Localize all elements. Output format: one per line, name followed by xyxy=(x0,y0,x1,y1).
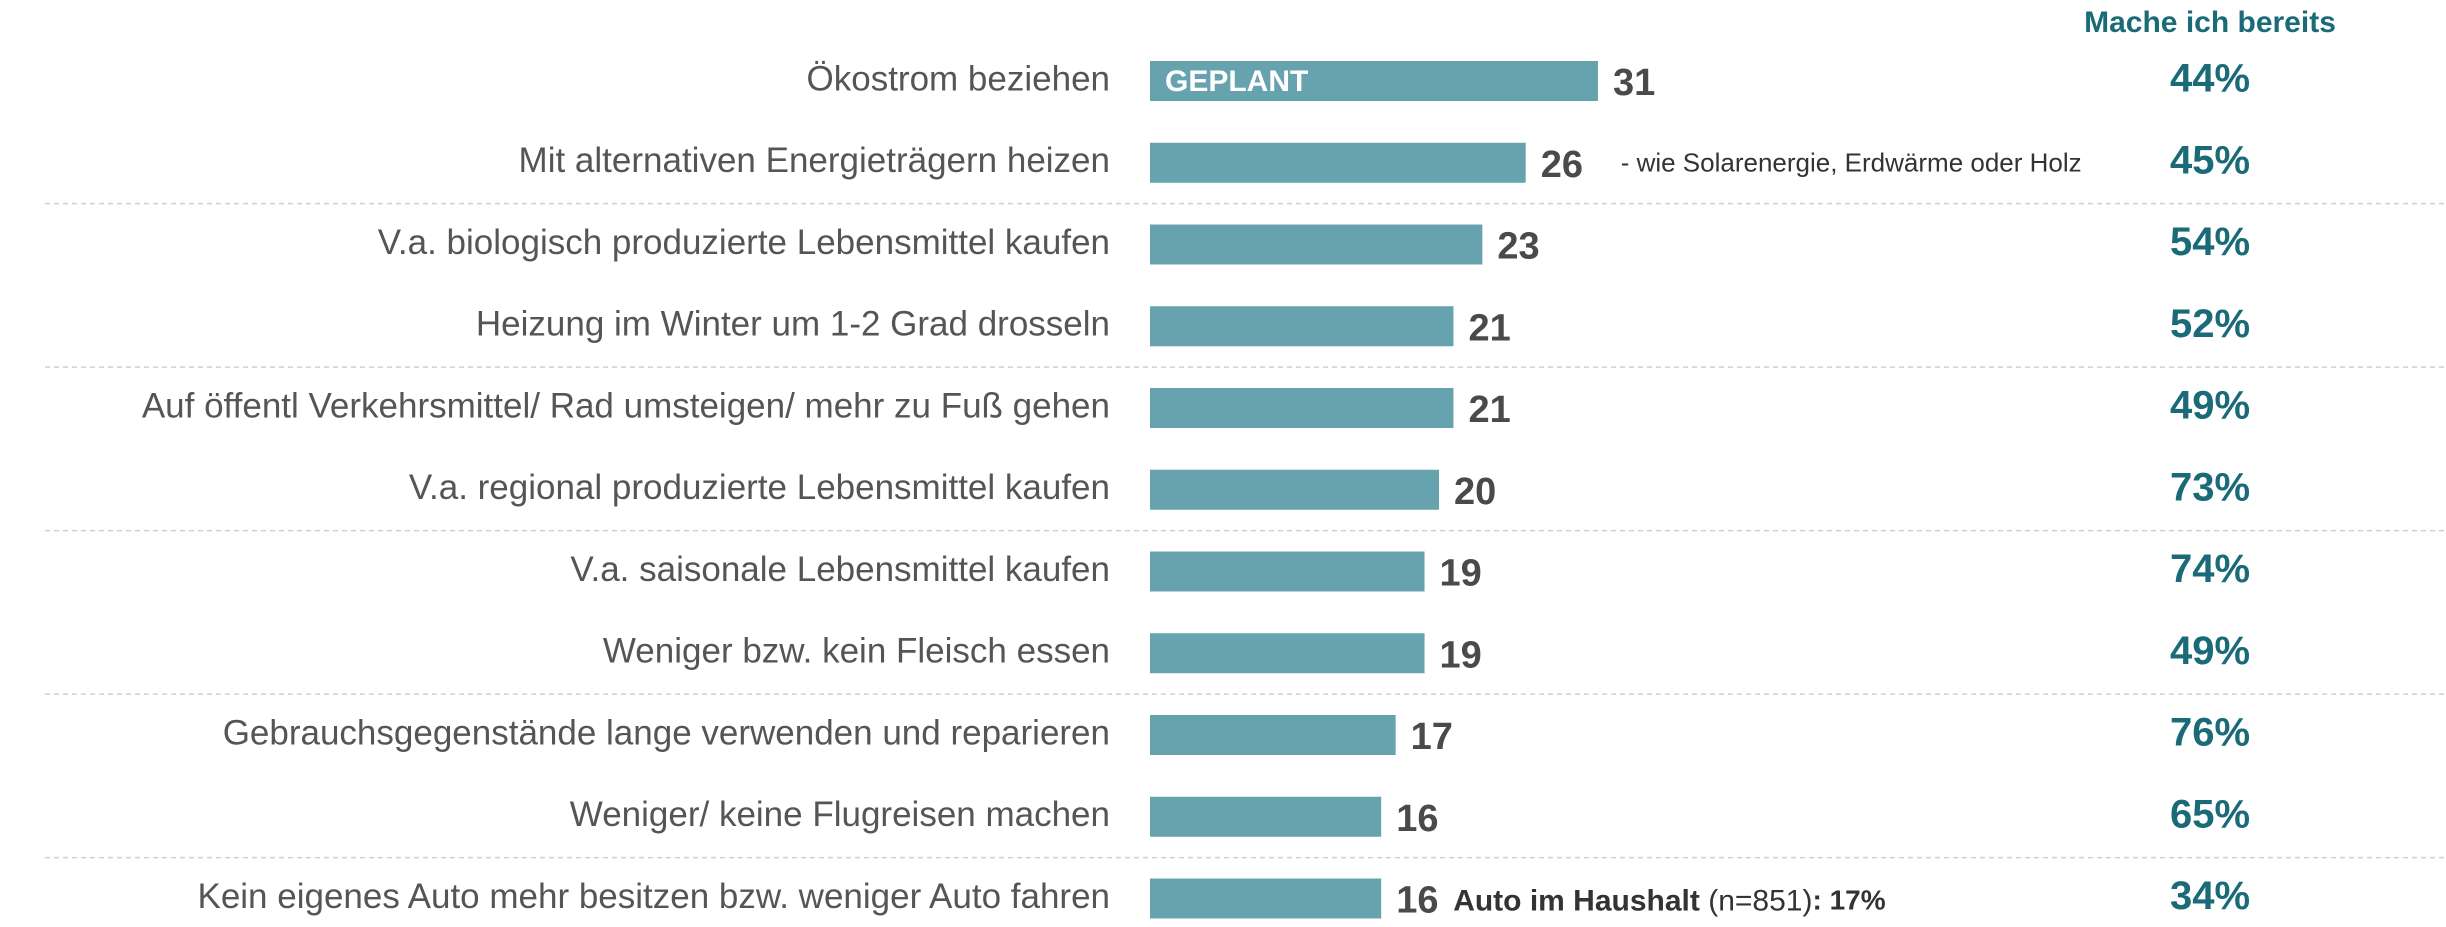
bar xyxy=(1150,388,1454,428)
value-label: 16 xyxy=(1396,798,1438,840)
category-label: Heizung im Winter um 1-2 Grad drosseln xyxy=(476,305,1110,344)
value-label: 20 xyxy=(1454,471,1496,513)
category-label: Kein eigenes Auto mehr besitzen bzw. wen… xyxy=(197,877,1110,916)
value-label: 17 xyxy=(1411,716,1453,758)
percent-label: 54% xyxy=(2170,220,2250,264)
percent-label: 44% xyxy=(2170,57,2250,101)
category-label: Weniger/ keine Flugreisen machen xyxy=(570,795,1110,834)
annotation: Auto im Haushalt (n=851): 17% xyxy=(1453,884,1886,917)
bar xyxy=(1150,551,1425,592)
percent-label: 49% xyxy=(2170,384,2250,428)
bar xyxy=(1150,878,1382,919)
annotation: - wie Solarenergie, Erdwärme oder Holz xyxy=(1621,148,2082,178)
series-header: Mache ich bereits xyxy=(2084,6,2336,39)
annotation-bold: Auto im Haushalt xyxy=(1453,884,1700,917)
category-label: Weniger bzw. kein Fleisch essen xyxy=(603,632,1110,671)
bar xyxy=(1150,306,1454,347)
bar xyxy=(1150,224,1483,265)
value-label: 23 xyxy=(1497,226,1539,268)
category-label: V.a. regional produzierte Lebensmittel k… xyxy=(409,468,1110,507)
bar xyxy=(1150,61,1598,101)
category-label: Ökostrom beziehen xyxy=(807,59,1110,98)
category-label: Auf öffentl Verkehrsmittel/ Rad umsteige… xyxy=(142,386,1110,425)
bar xyxy=(1150,633,1425,674)
percent-label: 74% xyxy=(2170,547,2250,591)
percent-label: 65% xyxy=(2170,792,2250,836)
value-label: 31 xyxy=(1613,62,1655,104)
value-label: 19 xyxy=(1440,634,1482,676)
value-label: 19 xyxy=(1440,553,1482,595)
value-label: 21 xyxy=(1468,307,1510,349)
percent-label: 49% xyxy=(2170,629,2250,673)
value-label: 21 xyxy=(1468,389,1510,431)
value-label: 26 xyxy=(1541,144,1583,186)
bar xyxy=(1150,796,1382,837)
annotation-value: : 17% xyxy=(1812,885,1885,916)
category-label: Mit alternativen Energieträgern heizen xyxy=(519,141,1110,180)
percent-label: 76% xyxy=(2170,711,2250,755)
percent-label: 52% xyxy=(2170,302,2250,346)
category-label: Gebrauchsgegenstände lange verwenden und… xyxy=(223,713,1110,752)
category-label: V.a. saisonale Lebensmittel kaufen xyxy=(570,550,1110,589)
value-label: 16 xyxy=(1396,880,1438,922)
percent-label: 73% xyxy=(2170,465,2250,509)
category-label: V.a. biologisch produzierte Lebensmittel… xyxy=(378,223,1110,262)
percent-label: 45% xyxy=(2170,138,2250,182)
bar xyxy=(1150,715,1396,755)
bar xyxy=(1150,142,1526,183)
percent-label: 34% xyxy=(2170,874,2250,918)
bar xyxy=(1150,469,1439,510)
legend-label: GEPLANT xyxy=(1165,65,1308,98)
annotation-note: (n=851) xyxy=(1708,884,1812,917)
